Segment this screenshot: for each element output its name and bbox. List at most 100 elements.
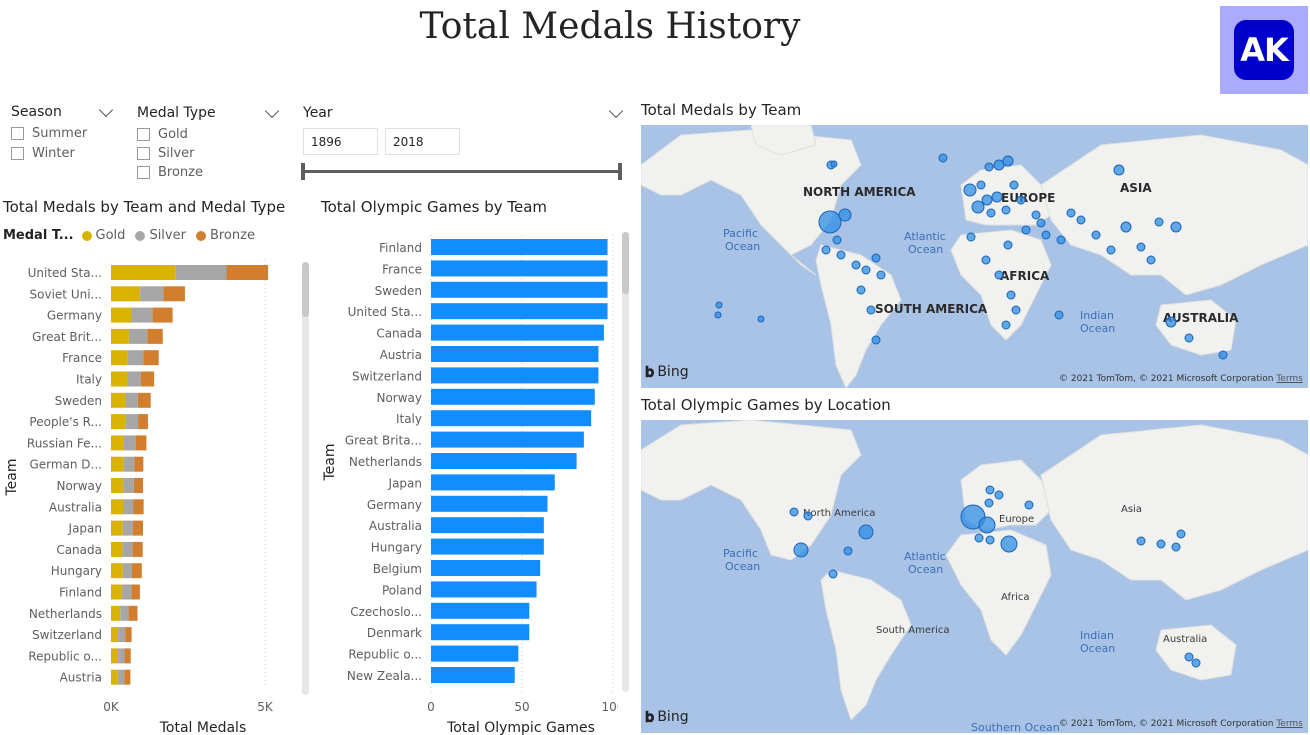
map2-pacific-line1: Pacific <box>723 547 758 560</box>
map-bubble <box>938 153 948 163</box>
medal-option-silver[interactable]: Silver <box>137 146 195 161</box>
map-olympic-games-location[interactable]: North America Europe Asia Africa South A… <box>641 420 1308 733</box>
year-slicer-header[interactable]: Year <box>303 103 624 121</box>
map1-pacific-line2: Ocean <box>725 240 760 253</box>
map-bubble <box>986 208 996 218</box>
map1-title: Total Medals by Team <box>641 101 802 119</box>
bar-gold <box>111 265 176 280</box>
checkbox[interactable] <box>137 128 150 141</box>
y-tick-label: Canada <box>376 327 422 341</box>
y-tick-label: Austria <box>380 348 422 362</box>
map-bubble <box>1001 320 1011 330</box>
y-tick-label: Poland <box>382 583 422 597</box>
bar <box>431 303 608 320</box>
chevron-down-icon[interactable] <box>98 102 114 117</box>
map-bubble <box>1001 205 1011 215</box>
games-scrollbar-thumb[interactable] <box>622 232 629 294</box>
map-bubble <box>994 270 1004 280</box>
continents <box>641 125 1308 388</box>
season-option-winter[interactable]: Winter <box>11 146 75 161</box>
y-tick-label: Russian Fe... <box>27 436 102 450</box>
bar-bronze <box>131 584 140 600</box>
bar-bronze <box>152 307 173 323</box>
chevron-down-icon[interactable] <box>608 103 624 118</box>
bar-silver <box>175 265 227 280</box>
year-to-input[interactable]: 2018 <box>385 128 460 155</box>
bar <box>431 474 555 491</box>
map-bubble <box>866 305 876 315</box>
y-tick-label: Austria <box>60 671 102 685</box>
map-bubble <box>1009 180 1019 190</box>
map2-title: Total Olympic Games by Location <box>641 396 891 414</box>
medals-scrollbar-thumb[interactable] <box>302 262 309 317</box>
y-tick-label: Finland <box>379 241 422 255</box>
map2-indian-line2: Ocean <box>1080 642 1115 655</box>
chevron-down-icon[interactable] <box>264 103 280 118</box>
medal-option-gold[interactable]: Gold <box>137 127 188 142</box>
map-bubble <box>1076 215 1086 225</box>
bar-gold <box>111 563 123 579</box>
checkbox[interactable] <box>11 147 24 160</box>
map2-label-africa: Africa <box>1001 592 1030 603</box>
bar-gold <box>111 435 124 451</box>
games-chart: Finland France Sweden United Sta... Canada Au… <box>322 235 618 735</box>
bar-bronze <box>132 520 144 536</box>
y-tick-label: Germany <box>47 309 102 323</box>
map1-atlantic-line2: Ocean <box>908 243 943 256</box>
map-bubble <box>981 255 991 265</box>
y-tick-label: United Sta... <box>348 305 422 319</box>
bar <box>431 624 530 641</box>
bar-gold <box>111 478 124 493</box>
season-option-summer[interactable]: Summer <box>11 126 87 141</box>
medals-scrollbar-track[interactable] <box>302 262 309 695</box>
y-tick-label: Sweden <box>55 394 102 408</box>
bar-bronze <box>132 541 143 557</box>
year-range-track[interactable] <box>302 170 621 173</box>
year-range-end-handle[interactable] <box>618 163 622 180</box>
map-bubble <box>1191 658 1201 668</box>
checkbox[interactable] <box>11 127 24 140</box>
map-total-medals[interactable]: NORTH AMERICA EUROPE ASIA AFRICA SOUTH A… <box>641 125 1308 388</box>
map2-terms-link[interactable]: Terms <box>1276 719 1303 729</box>
bar-silver <box>118 648 125 664</box>
checkbox[interactable] <box>137 147 150 160</box>
bar-silver <box>128 328 148 344</box>
year-from-input[interactable]: 1896 <box>303 128 378 155</box>
bar-silver <box>127 371 141 387</box>
map2-atlantic-line1: Atlantic <box>904 550 946 563</box>
map-bubble <box>1106 245 1116 255</box>
map2-pacific-line2: Ocean <box>725 560 760 573</box>
bar-bronze <box>125 627 132 643</box>
bar-gold <box>111 627 119 643</box>
bar-bronze <box>163 286 185 302</box>
map-bubble <box>1156 539 1166 549</box>
map2-indian-line1: Indian <box>1080 629 1114 642</box>
checkbox[interactable] <box>137 166 150 179</box>
bar-silver <box>122 563 132 579</box>
map-bubble <box>836 250 846 260</box>
legend-silver-swatch <box>135 230 146 241</box>
medal-option-bronze[interactable]: Bronze <box>137 165 203 180</box>
map1-terms-link[interactable]: Terms <box>1276 374 1303 384</box>
y-tick-label: Italy <box>76 373 102 387</box>
y-axis-label: Team <box>322 443 338 481</box>
bar-gold <box>111 392 126 408</box>
y-tick-label: Germany <box>367 498 422 512</box>
map-bubble <box>993 159 1005 171</box>
map-bubble <box>830 160 838 168</box>
map2-bubbles[interactable] <box>789 485 1201 668</box>
map-bubble <box>1176 529 1186 539</box>
map-bubble <box>966 232 976 242</box>
map-bubble <box>757 315 765 323</box>
map-bubble <box>1184 333 1194 343</box>
y-tick-label: Switzerland <box>352 369 422 383</box>
games-scrollbar-track[interactable] <box>622 232 629 692</box>
map-bubble <box>1021 225 1031 235</box>
year-range-start-handle[interactable] <box>301 163 305 180</box>
games-chart-title: Total Olympic Games by Team <box>321 198 548 216</box>
map1-bubbles[interactable] <box>714 153 1228 360</box>
medal-type-slicer-label: Medal Type <box>137 105 216 121</box>
medal-type-slicer-header[interactable]: Medal Type <box>137 103 280 121</box>
bar <box>431 453 577 469</box>
season-slicer-header[interactable]: Season <box>11 102 114 120</box>
